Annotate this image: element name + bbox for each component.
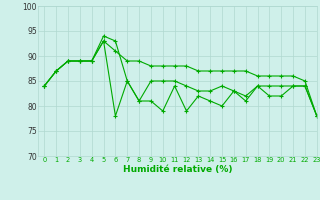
X-axis label: Humidité relative (%): Humidité relative (%) bbox=[123, 165, 232, 174]
